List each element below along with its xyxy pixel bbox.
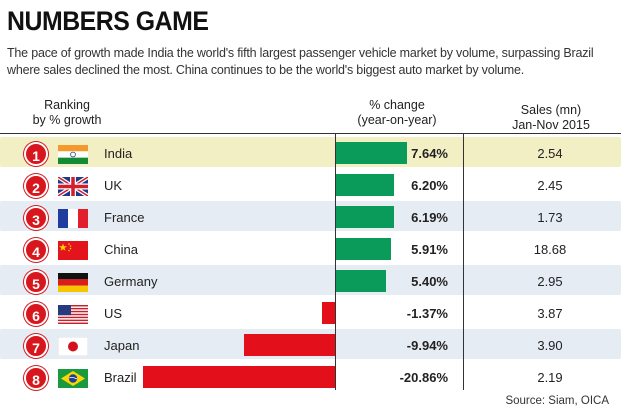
percent-change-label: 6.20% (411, 178, 448, 193)
row-background (0, 137, 621, 167)
header-divider (0, 133, 621, 134)
table-row: 7 Japan -9.94% 3.90 (0, 329, 621, 361)
table-row: 8 Brazil -20.86% 2.19 (0, 361, 621, 393)
rank-badge: 5 (24, 270, 48, 294)
country-label: India (104, 146, 133, 161)
header-sales-line1: Sales (mn) (520, 103, 582, 117)
rank-badge: 8 (24, 366, 48, 390)
source-note: Source: Siam, OICA (505, 395, 609, 407)
header-ranking-line2: by % growth (32, 113, 102, 127)
country-label: China (104, 242, 138, 257)
table-row: 6 US -1.37% 3.87 (0, 297, 621, 329)
japan-flag-icon (58, 337, 88, 356)
header-change: % change (year-on-year) (352, 98, 442, 128)
country-label: Brazil (104, 370, 137, 385)
china-flag-icon (58, 241, 88, 260)
bar-us (322, 302, 335, 324)
sales-value: 3.87 (537, 306, 563, 321)
zero-axis-line (335, 134, 336, 390)
header-ranking-line1: Ranking (44, 98, 90, 112)
percent-change-label: 5.91% (411, 242, 448, 257)
percent-change-label: 7.64% (411, 146, 448, 161)
us-flag-icon (58, 305, 88, 324)
percent-change-label: -20.86% (399, 370, 448, 385)
bar-france (336, 206, 394, 228)
country-label: US (104, 306, 123, 321)
sales-value: 2.54 (537, 146, 563, 161)
country-label: France (104, 210, 145, 225)
percent-change-label: -1.37% (406, 306, 448, 321)
header-sales-line2: Jan-Nov 2015 (512, 118, 590, 132)
header-change-line1: % change (369, 98, 425, 112)
france-flag-icon (58, 209, 88, 228)
india-flag-icon (58, 145, 88, 164)
brazil-flag-icon (58, 369, 88, 388)
header-sales: Sales (mn) Jan-Nov 2015 (496, 103, 606, 133)
row-background (0, 297, 621, 327)
rank-badge: 4 (24, 238, 48, 262)
chart-subtitle: The pace of growth made India the world'… (7, 46, 594, 77)
table-row: 3 France 6.19% 1.73 (0, 201, 621, 233)
rank-badge: 2 (24, 174, 48, 198)
country-label: Japan (104, 338, 140, 353)
country-label: Germany (104, 274, 158, 289)
row-background (0, 265, 621, 295)
header-change-line2: (year-on-year) (357, 113, 437, 127)
bar-japan (243, 334, 335, 356)
uk-flag-icon (58, 177, 88, 196)
row-background (0, 233, 621, 263)
row-background (0, 201, 621, 231)
sales-value: 2.95 (537, 274, 563, 289)
bar-china (336, 238, 391, 260)
sales-value: 2.45 (537, 178, 563, 193)
bar-germany (336, 270, 387, 292)
chart-title: NUMBERS GAME (7, 6, 209, 36)
country-label: UK (104, 178, 123, 193)
column-divider (463, 134, 464, 390)
sales-value: 18.68 (533, 242, 567, 257)
sales-value: 2.19 (537, 370, 563, 385)
germany-flag-icon (58, 273, 88, 292)
percent-change-label: -9.94% (406, 338, 448, 353)
rank-badge: 3 (24, 206, 48, 230)
table-row: 5 Germany 5.40% 2.95 (0, 265, 621, 297)
rank-badge: 6 (24, 302, 48, 326)
bar-uk (336, 174, 394, 196)
rank-badge: 1 (24, 142, 48, 166)
sales-value: 3.90 (537, 338, 563, 353)
bar-india (336, 142, 407, 164)
sales-value: 1.73 (537, 210, 563, 225)
bar-brazil (143, 366, 335, 388)
table-row: 1 India 7.64% 2.54 (0, 137, 621, 169)
table-row: 4 China 5.91% 18.68 (0, 233, 621, 265)
header-ranking: Ranking by % growth (12, 98, 122, 128)
percent-change-label: 5.40% (411, 274, 448, 289)
rank-badge: 7 (24, 334, 48, 358)
row-background (0, 169, 621, 199)
table-row: 2 UK 6.20% 2.45 (0, 169, 621, 201)
percent-change-label: 6.19% (411, 210, 448, 225)
